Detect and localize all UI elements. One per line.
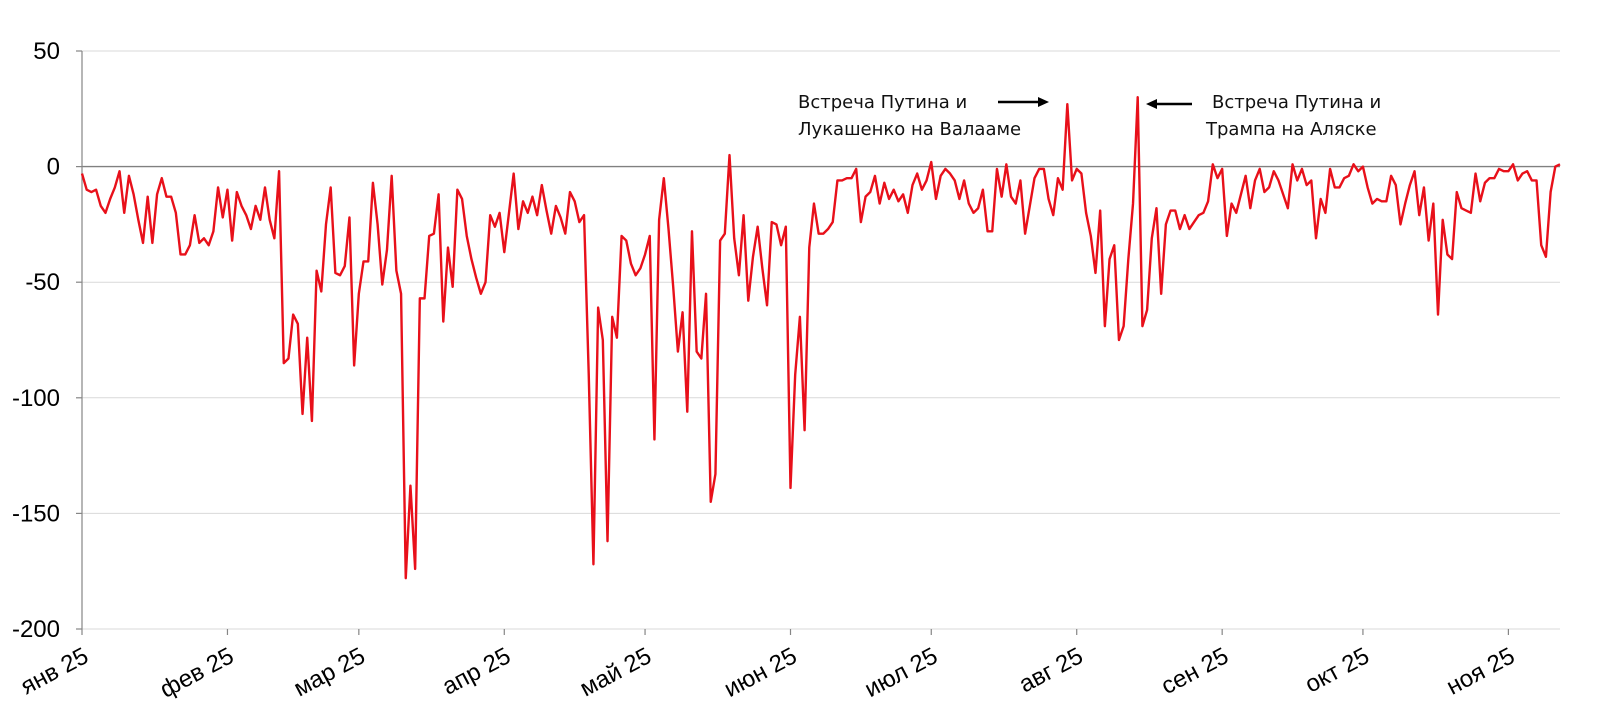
arrow-right-icon [998,97,1049,107]
x-tick-label: ноя 25 [1442,642,1519,700]
x-tick-label: апр 25 [438,642,515,700]
x-tick-label: янв 25 [16,642,93,700]
annotation-alaska: Встреча Путина и Трампа на Аляске [1146,92,1381,140]
x-tick-label: сен 25 [1157,642,1233,700]
y-axis-ticks: 50 0 -50 -100 -150 -200 [12,38,82,643]
y-tick-label: -200 [12,616,60,643]
annotation-alaska-line-2: Трампа на Аляске [1205,119,1377,140]
x-axis-ticks: янв 25 фев 25 мар 25 апр 25 май 25 июн 25 июл … [16,629,1519,703]
annotation-valaam: Встреча Путина и Лукашенко на Валааме [798,92,1049,140]
x-tick-label: июн 25 [720,642,802,702]
y-tick-label: -150 [12,500,60,527]
annotation-valaam-line-1: Встреча Путина и [798,92,967,113]
x-tick-label: фев 25 [156,642,239,703]
series-line [80,96,1561,580]
arrow-left-icon [1146,99,1192,109]
y-tick-label: 50 [33,38,60,65]
y-tick-label: -100 [12,385,60,412]
x-tick-label: июл 25 [860,642,942,703]
series-layer [80,96,1561,580]
gridlines [82,50,1560,630]
x-tick-label: мар 25 [289,642,369,702]
y-tick-label: -50 [25,269,60,296]
x-tick-label: авг 25 [1015,642,1088,698]
y-tick-label: 0 [47,154,60,181]
annotation-alaska-line-1: Встреча Путина и [1212,92,1381,113]
x-tick-label: май 25 [576,642,656,702]
annotation-valaam-line-2: Лукашенко на Валааме [798,119,1021,140]
x-tick-label: окт 25 [1301,642,1374,698]
